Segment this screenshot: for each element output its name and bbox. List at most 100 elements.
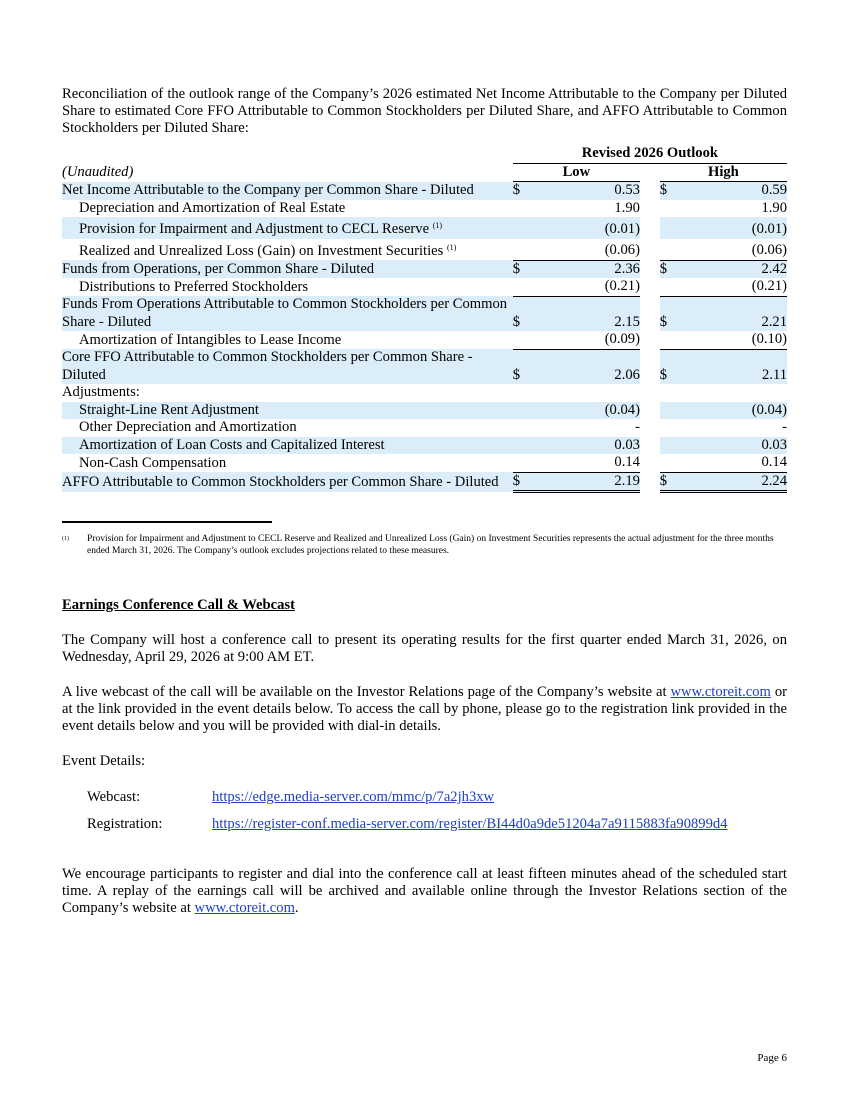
- table-row: Distributions to Preferred Stockholders (…: [62, 278, 787, 297]
- unaudited: (Unaudited): [62, 164, 134, 180]
- row-label: Other Depreciation and Amortization: [62, 419, 513, 437]
- low-value: [538, 384, 640, 402]
- spacer: [640, 454, 660, 472]
- event-link[interactable]: https://register-conf.media-server.com/r…: [212, 816, 728, 832]
- low-value: (0.04): [537, 401, 640, 419]
- currency-sign: $: [659, 260, 685, 278]
- currency-sign: [513, 200, 538, 218]
- row-label: Non-Cash Compensation: [62, 454, 513, 472]
- low-value: 1.90: [614, 199, 640, 216]
- row-label: Provision for Impairment and Adjustment …: [62, 217, 513, 239]
- spacer: [640, 200, 660, 218]
- high-value: (0.21): [684, 278, 787, 297]
- note-ref: (1): [446, 242, 457, 252]
- currency-sign: $: [512, 296, 538, 331]
- currency-sign: $: [512, 349, 538, 384]
- spacer: [640, 384, 660, 402]
- label-text: Distributions to Preferred Stockholders: [79, 278, 309, 295]
- high-value: 2.42: [684, 260, 787, 278]
- currency-sign: [660, 419, 685, 437]
- table-row: Amortization of Loan Costs and Capitaliz…: [62, 436, 787, 454]
- header-row: (Unaudited) Low High: [62, 163, 787, 182]
- text: The Company will host a conference call …: [62, 632, 787, 665]
- content: Reconciliation of the outlook range of t…: [62, 86, 787, 917]
- paragraph: We encourage participants to register an…: [62, 866, 787, 917]
- spacer: [640, 239, 660, 261]
- label-text: Provision for Impairment and Adjustment …: [79, 221, 430, 237]
- currency-sign: [512, 401, 538, 419]
- label-text: Funds from Operations, per Common Share …: [62, 260, 375, 277]
- spacer: [639, 296, 660, 331]
- label-text: AFFO Attributable to Common Stockholders…: [62, 474, 499, 490]
- table-row: Adjustments:: [62, 384, 787, 402]
- currency-sign: $: [659, 472, 685, 493]
- paragraph: A live webcast of the call will be avail…: [62, 684, 787, 735]
- currency-sign: [660, 384, 685, 402]
- table-row: Net Income Attributable to the Company p…: [62, 181, 787, 200]
- text: We encourage participants to register an…: [62, 866, 787, 916]
- currency-sign: [659, 278, 685, 297]
- low-value: (0.21): [537, 278, 640, 297]
- row-label: Funds From Operations Attributable to Co…: [62, 296, 513, 331]
- currency-sign: [659, 331, 685, 350]
- table-row: Other Depreciation and Amortization - -: [62, 419, 787, 437]
- currency-sign: $: [659, 296, 685, 331]
- footnote-rule: [62, 521, 272, 523]
- text: or at the link provided in the event det…: [62, 684, 787, 734]
- event-label: Webcast:: [87, 789, 141, 805]
- table-row: AFFO Attributable to Common Stockholders…: [62, 472, 787, 493]
- table-row: Funds from Operations, per Common Share …: [62, 260, 787, 278]
- table-row: Straight-Line Rent Adjustment (0.04) (0.04…: [62, 401, 787, 419]
- event-link[interactable]: https://edge.media-server.com/mmc/p/7a2j…: [212, 789, 495, 805]
- table-row: Non-Cash Compensation 0.14 0.14: [62, 454, 787, 473]
- currency-sign: [660, 200, 685, 218]
- high-value: 0.59: [684, 181, 787, 200]
- currency-sign: [659, 436, 685, 454]
- row-label: Amortization of Loan Costs and Capitaliz…: [62, 436, 513, 454]
- spacer: [639, 401, 660, 419]
- table-row: Core FFO Attributable to Common Stockhol…: [62, 349, 787, 384]
- high-value: 2.24: [684, 472, 787, 493]
- event-row: Registration: https://register-conf.media…: [87, 816, 787, 833]
- low-value: 0.03: [537, 436, 640, 454]
- high-value: (0.10): [684, 331, 787, 350]
- currency-sign: [512, 331, 538, 350]
- label-text: Depreciation and Amortization of Real Es…: [79, 199, 346, 216]
- currency-sign: [512, 278, 538, 297]
- table-row: Depreciation and Amortization of Real Es…: [62, 200, 787, 218]
- table-row: Realized and Unrealized Loss (Gain) on I…: [62, 238, 787, 261]
- low-value: 2.19: [537, 472, 640, 493]
- high-value: 0.03: [684, 436, 787, 454]
- currency-sign: $: [512, 260, 538, 278]
- high-value: -: [782, 419, 787, 435]
- reconciliation-table: Revised 2026 Outlook (Unaudited) Low Hig…: [62, 145, 787, 493]
- row-label: Depreciation and Amortization of Real Es…: [62, 200, 513, 218]
- table-row: Provision for Impairment and Adjustment …: [62, 217, 787, 239]
- intro: Reconciliation of the outlook range of t…: [62, 86, 787, 136]
- footnote: (1) Provision for Impairment and Adjustme…: [62, 533, 787, 557]
- spacer: [640, 419, 660, 437]
- spacer: [639, 181, 660, 200]
- currency-sign: [659, 401, 685, 419]
- currency-sign: [512, 238, 538, 261]
- high-value: 2.11: [684, 349, 787, 384]
- table-row: Amortization of Intangibles to Lease Inc…: [62, 331, 787, 350]
- currency-sign: $: [659, 181, 685, 200]
- low-value: -: [635, 419, 640, 435]
- column-header: Low: [512, 163, 640, 182]
- label-text: Realized and Unrealized Loss (Gain) on I…: [79, 242, 444, 259]
- label-text: Non-Cash Compensation: [79, 454, 227, 471]
- currency-sign: [512, 217, 538, 239]
- header-row: Revised 2026 Outlook: [62, 145, 787, 164]
- link[interactable]: www.ctoreit.com: [194, 900, 295, 916]
- label-text: Net Income Attributable to the Company p…: [62, 182, 474, 198]
- currency-sign: [513, 419, 538, 437]
- low-value: 2.36: [537, 260, 640, 278]
- link[interactable]: www.ctoreit.com: [670, 684, 771, 700]
- label-text: Amortization of Loan Costs and Capitaliz…: [79, 436, 385, 453]
- spacer: [639, 217, 660, 239]
- event-row: Webcast: https://edge.media-server.com/mm…: [87, 789, 787, 806]
- high-value: (0.04): [684, 401, 787, 419]
- currency-sign: [512, 454, 538, 473]
